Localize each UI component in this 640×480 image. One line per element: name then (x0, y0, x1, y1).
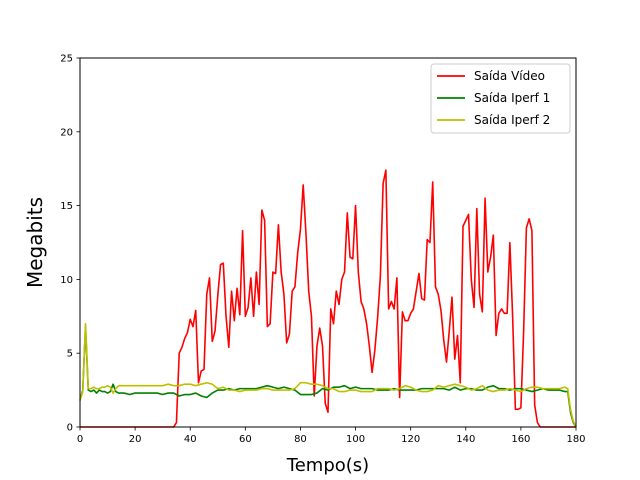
y-tick-label: 0 (67, 423, 73, 434)
x-tick-label: 180 (566, 434, 585, 445)
x-tick-label: 100 (346, 434, 365, 445)
legend-box (430, 63, 571, 134)
series-layer (79, 169, 577, 428)
series-line-2 (79, 325, 577, 428)
x-tick-label: 80 (294, 434, 307, 445)
legend-label: Saída Vídeo (474, 69, 545, 83)
x-tick-label: 0 (77, 434, 83, 445)
x-tick-label: 60 (239, 434, 252, 445)
series-line-3 (79, 322, 577, 428)
x-axis-title: Tempo(s) (286, 455, 369, 476)
x-tick-label: 40 (184, 434, 197, 445)
y-tick-label: 20 (60, 127, 73, 138)
y-tick-label: 25 (60, 54, 73, 65)
y-axis-title: Megabits (23, 197, 47, 288)
y-tick-label: 10 (60, 275, 73, 286)
x-tick-label: 140 (456, 434, 475, 445)
y-tick-label: 15 (60, 201, 73, 212)
y-axis-ticks: 0 5 10 15 20 25 (60, 54, 80, 434)
legend-label: Saída Iperf 1 (474, 91, 550, 105)
y-tick-label: 5 (67, 349, 73, 360)
x-axis-ticks: 0 20 40 60 80 100 120 140 160 180 (77, 427, 586, 445)
series-line-1 (80, 169, 576, 428)
legend-label: Saída Iperf 2 (474, 113, 550, 127)
x-tick-label: 20 (129, 434, 142, 445)
legend: Saída Vídeo Saída Iperf 1 Saída Iperf 2 (430, 63, 571, 134)
x-tick-label: 160 (511, 434, 530, 445)
plot-frame (79, 57, 577, 428)
x-tick-label: 120 (401, 434, 420, 445)
